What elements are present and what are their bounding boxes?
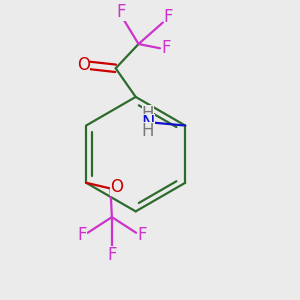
Text: H: H [142, 105, 154, 123]
Text: H: H [142, 122, 154, 140]
Text: F: F [107, 246, 117, 264]
Text: O: O [77, 56, 90, 74]
Text: F: F [77, 226, 87, 244]
Text: F: F [162, 39, 171, 57]
Text: F: F [137, 226, 147, 244]
Text: N: N [141, 114, 155, 132]
Text: F: F [117, 3, 126, 21]
Text: O: O [110, 178, 123, 196]
Text: F: F [164, 8, 173, 26]
